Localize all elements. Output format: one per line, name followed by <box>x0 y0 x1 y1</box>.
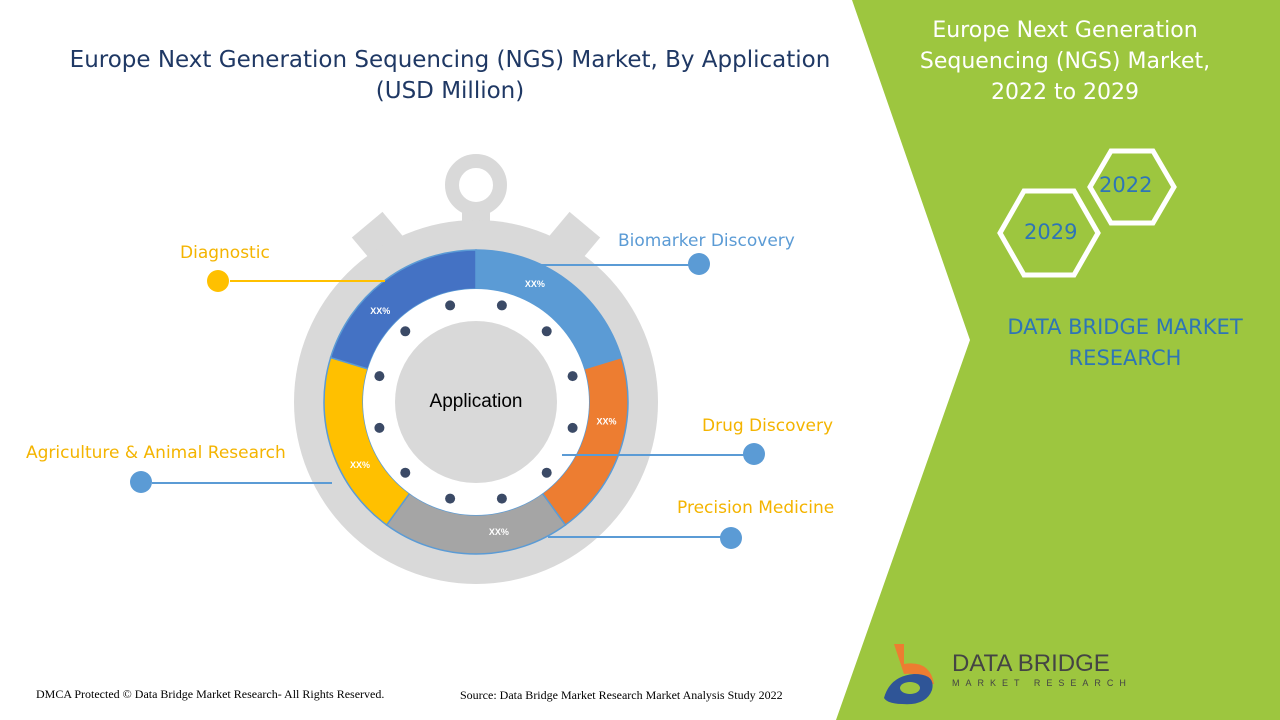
segment-value: XX% <box>350 460 370 470</box>
hexagon-2029 <box>997 188 1101 278</box>
leader-lines <box>130 253 765 549</box>
dial-dot <box>445 300 456 311</box>
hexagon-2022 <box>1087 148 1177 226</box>
logo-name: DATA BRIDGE <box>952 650 1110 677</box>
dial-dot <box>567 422 578 433</box>
dial-dot <box>541 326 552 337</box>
dial-dot <box>541 467 552 478</box>
dial-dot <box>374 422 385 433</box>
chart-title: Europe Next Generation Sequencing (NGS) … <box>69 47 831 104</box>
logo-icon <box>884 644 934 705</box>
label-drug-discovery: Drug Discovery <box>702 416 834 436</box>
dial-dot <box>496 493 507 504</box>
dial-dot <box>445 493 456 504</box>
dial-dot <box>374 371 385 382</box>
segment-value: XX% <box>489 527 509 537</box>
brand-text: DATA BRIDGE MARKET RESEARCH <box>1007 315 1243 370</box>
label-precision-medicine: Precision Medicine <box>677 498 835 518</box>
dial-dot <box>567 371 578 382</box>
side-title: Europe Next Generation Sequencing (NGS) M… <box>919 18 1211 105</box>
year-hexagons <box>997 148 1177 278</box>
logo-tagline: MARKET RESEARCH <box>952 678 1132 688</box>
dial-dot <box>400 467 411 478</box>
center-label: Application <box>429 391 523 412</box>
label-diagnostic: Diagnostic <box>180 243 270 263</box>
footer-copyright: DMCA Protected © Data Bridge Market Rese… <box>36 687 385 701</box>
dial-dot <box>400 326 411 337</box>
center-circle <box>395 321 557 483</box>
segment-value: XX% <box>370 306 390 316</box>
segment-value: XX% <box>597 417 617 427</box>
label-biomarker-discovery: Biomarker Discovery <box>618 231 795 251</box>
year-2022: 2022 <box>1099 173 1153 197</box>
segment-value: XX% <box>525 279 545 289</box>
footer-source: Source: Data Bridge Market Research Mark… <box>460 688 783 702</box>
label-agriculture-animal-research: Agriculture & Animal Research <box>26 443 286 463</box>
year-2029: 2029 <box>1024 220 1078 244</box>
dial-dot <box>496 300 507 311</box>
